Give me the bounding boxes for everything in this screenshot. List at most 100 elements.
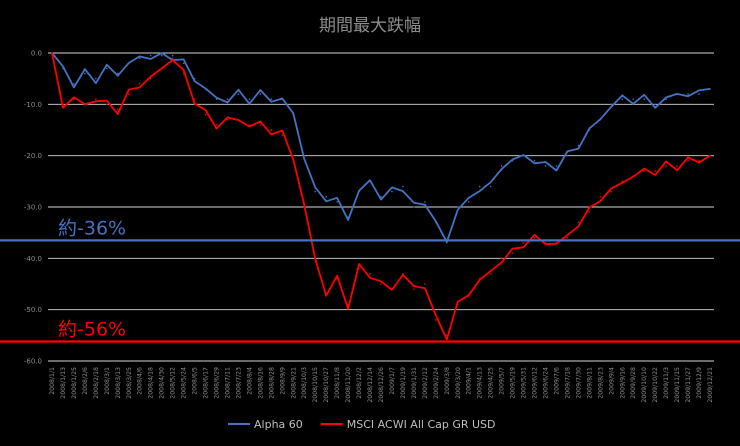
- data-point: [500, 165, 503, 167]
- data-point: [259, 93, 262, 95]
- y-tick-label: -20.0: [24, 152, 42, 160]
- x-tick-label: 2009/6/12: [532, 367, 539, 399]
- data-point: [303, 154, 306, 157]
- data-point: [632, 175, 635, 177]
- y-tick-label: 0.0: [31, 50, 42, 58]
- data-point: [138, 57, 141, 59]
- data-point: [95, 98, 97, 100]
- data-point: [698, 93, 700, 95]
- x-tick-label: 2008/8/4: [246, 367, 253, 395]
- data-point: [489, 185, 492, 188]
- data-point: [424, 201, 426, 203]
- data-point: [511, 160, 514, 162]
- data-point: [522, 154, 525, 157]
- x-tick-label: 2009/9/28: [630, 367, 637, 399]
- data-point: [599, 118, 602, 121]
- data-point: [226, 118, 229, 121]
- x-tick-label: 2008/6/5: [192, 367, 199, 395]
- data-point: [182, 62, 185, 65]
- annotation-label: 約-56%: [58, 318, 126, 340]
- x-tick-label: 2009/1/7: [389, 367, 396, 395]
- x-tick-label: 2009/8/23: [597, 367, 604, 399]
- x-tick-label: 2008/6/29: [214, 367, 221, 399]
- data-point: [149, 77, 152, 80]
- data-point: [402, 185, 404, 188]
- data-point: [106, 67, 108, 70]
- y-tick-label: -60.0: [24, 358, 42, 366]
- x-tick-label: 2009/2/24: [433, 367, 440, 399]
- x-tick-label: 2008/11/8: [334, 367, 341, 399]
- data-point: [160, 67, 163, 70]
- data-point: [292, 154, 295, 157]
- x-axis-ticks: 2008/1/1 2008/1/13 2008/1/25 2008/2/6 2008/2…: [49, 367, 714, 403]
- data-point: [467, 293, 470, 296]
- data-point: [676, 165, 678, 167]
- data-point: [204, 113, 207, 116]
- data-point: [577, 144, 580, 147]
- x-tick-label: 2009/5/19: [510, 367, 517, 399]
- x-tick-label: 2009/7/30: [575, 367, 582, 399]
- data-point: [51, 52, 53, 54]
- x-tick-label: 2008/1/13: [60, 367, 67, 399]
- data-point: [446, 334, 448, 337]
- data-point: [193, 98, 196, 100]
- x-tick-label: 2008/2/6: [82, 367, 89, 395]
- x-tick-label: 2008/12/2: [356, 367, 363, 399]
- x-tick-label: 2008/1/25: [71, 367, 78, 399]
- data-point: [544, 242, 547, 244]
- legend: Alpha 60 MSCI ACWI All Cap GR USD: [228, 418, 496, 431]
- data-point: [577, 221, 580, 224]
- data-point: [325, 195, 327, 198]
- x-tick-label: 2008/4/6: [137, 367, 144, 395]
- x-tick-label: 2008/10/3: [301, 367, 308, 399]
- x-tick-label: 2008/12/14: [367, 367, 374, 403]
- data-point: [544, 165, 547, 167]
- data-point: [303, 206, 306, 208]
- data-point: [270, 98, 273, 100]
- data-point: [413, 288, 415, 290]
- data-point: [369, 272, 371, 275]
- y-tick-label: -30.0: [24, 204, 42, 212]
- data-point: [62, 103, 64, 106]
- data-point: [467, 201, 470, 203]
- x-tick-label: 2008/1/1: [49, 367, 56, 395]
- data-point: [435, 221, 437, 224]
- data-point: [248, 124, 251, 126]
- data-point: [106, 103, 108, 106]
- x-tick-label: 2008/12/26: [378, 367, 385, 403]
- data-point: [456, 206, 459, 208]
- data-point: [204, 88, 207, 90]
- data-point: [237, 93, 240, 95]
- data-point: [555, 165, 558, 167]
- data-point: [95, 77, 97, 80]
- x-tick-label: 2009/3/8: [444, 367, 451, 395]
- x-tick-label: 2009/2/12: [422, 367, 429, 399]
- data-point: [84, 72, 86, 75]
- data-point: [193, 77, 196, 80]
- x-tick-label: 2008/5/12: [170, 367, 177, 399]
- x-tick-label: 2009/5/7: [499, 367, 506, 395]
- x-tick-label: 2008/6/17: [203, 367, 210, 399]
- data-point: [171, 54, 174, 57]
- data-point: [391, 190, 393, 193]
- data-point: [226, 98, 229, 100]
- x-tick-label: 2008/9/21: [290, 367, 297, 399]
- data-point: [533, 237, 536, 239]
- data-point: [654, 103, 656, 106]
- data-point: [687, 93, 689, 95]
- x-tick-label: 2009/11/27: [685, 367, 692, 403]
- data-point: [555, 242, 558, 244]
- x-tick-label: 2009/10/22: [652, 367, 659, 403]
- y-tick-label: -50.0: [24, 306, 42, 314]
- data-point: [380, 195, 382, 198]
- legend-entry: MSCI ACWI All Cap GR USD: [347, 418, 496, 431]
- series-line: [51, 52, 711, 244]
- data-point: [391, 288, 393, 290]
- x-tick-label: 2008/8/28: [268, 367, 275, 399]
- x-tick-label: 2009/4/13: [477, 367, 484, 399]
- data-point: [610, 190, 613, 193]
- data-point: [336, 201, 338, 203]
- data-point: [270, 129, 273, 131]
- annotation-label: 約-36%: [58, 217, 126, 239]
